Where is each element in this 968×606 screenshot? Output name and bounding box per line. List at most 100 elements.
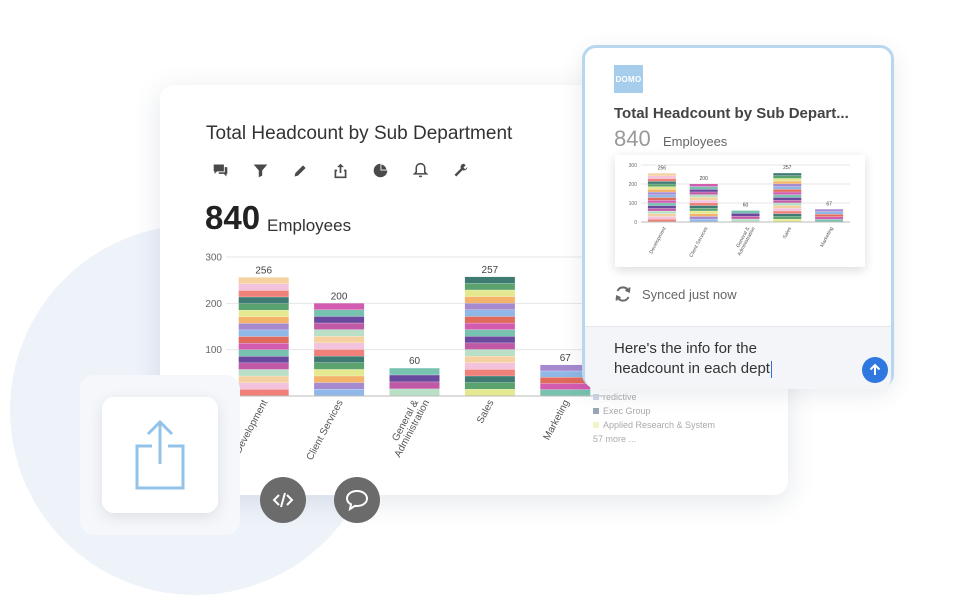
bar-segment[interactable] [464,290,515,297]
bar-segment[interactable] [773,189,802,192]
bar-segment[interactable] [773,203,802,206]
bar-segment[interactable] [689,205,718,209]
bar-segment[interactable] [238,330,289,337]
bar-segment[interactable] [773,184,802,187]
bar-segment[interactable] [773,216,802,219]
bar-segment[interactable] [238,343,289,350]
bar-segment[interactable] [773,178,802,182]
legend-item[interactable]: redictive [593,390,715,404]
bar-segment[interactable] [773,192,802,195]
pencil-icon[interactable] [292,159,332,181]
filter-icon[interactable] [252,159,292,181]
bar-segment[interactable] [773,211,802,214]
bar-segment[interactable] [773,173,802,176]
bar-segment[interactable] [773,205,802,209]
bar-segment[interactable] [647,184,676,187]
bar-segment[interactable] [647,181,676,184]
wrench-icon[interactable] [452,159,492,181]
bar-segment[interactable] [647,189,676,192]
bar-segment[interactable] [689,189,718,192]
bar-segment[interactable] [689,194,718,198]
bar-segment[interactable] [314,316,365,323]
bar-segment[interactable] [238,376,289,383]
bar-segment[interactable] [464,356,515,363]
bar-segment[interactable] [647,173,676,176]
bar-segment[interactable] [815,211,844,215]
bar-segment[interactable] [689,197,718,200]
bar-segment[interactable] [689,200,718,203]
bar-segment[interactable] [464,310,515,317]
share-button[interactable] [102,397,218,513]
pie-chart-icon[interactable] [372,159,412,181]
bar-segment[interactable] [464,369,515,376]
bar-segment[interactable] [238,316,289,324]
bar-segment[interactable] [314,349,365,356]
chat-icon[interactable] [212,159,252,181]
bar-segment[interactable] [540,377,591,384]
bar-segment[interactable] [647,178,676,182]
bar-segment[interactable] [464,336,515,343]
bar-segment[interactable] [689,216,718,219]
bar-segment[interactable] [464,349,515,357]
bar-segment[interactable] [731,216,760,219]
bar-segment[interactable] [689,186,718,190]
bar-segment[interactable] [314,303,365,310]
bar-segment[interactable] [689,184,718,187]
bar-segment[interactable] [773,200,802,203]
bar-segment[interactable] [238,349,289,357]
bar-segment[interactable] [314,356,365,363]
bar-segment[interactable] [731,213,760,216]
bar-segment[interactable] [389,375,440,382]
bar-segment[interactable] [773,213,802,217]
bar-segment[interactable] [464,276,515,284]
bar-segment[interactable] [647,194,676,198]
embed-code-button[interactable] [260,477,306,523]
bar-segment[interactable] [540,383,591,390]
bar-segment[interactable] [238,290,289,297]
bar-segment[interactable] [647,200,676,203]
bar-segment[interactable] [731,210,760,214]
bar-segment[interactable] [773,181,802,184]
bar-segment[interactable] [238,283,289,291]
bar-segment[interactable] [464,382,515,390]
bar-segment[interactable] [314,336,365,343]
bar-segment[interactable] [773,186,802,190]
bar-segment[interactable] [238,363,289,370]
bar-segment[interactable] [464,296,515,304]
bar-segment[interactable] [238,303,289,311]
comment-button[interactable] [334,477,380,523]
bar-segment[interactable] [689,203,718,206]
bar-segment[interactable] [238,389,289,396]
export-icon[interactable] [332,159,372,181]
bar-segment[interactable] [815,216,844,220]
bar-segment[interactable] [464,303,515,310]
bar-segment[interactable] [238,277,289,284]
bar-segment[interactable] [238,356,289,363]
bar-segment[interactable] [238,297,289,304]
bar-segment[interactable] [773,197,802,200]
bar-segment[interactable] [389,389,440,396]
bar-segment[interactable] [314,369,365,376]
bar-segment[interactable] [647,205,676,209]
mini-chart-preview[interactable]: 0 100 200 300 256 Development 200 Client Servic… [615,155,865,267]
bar-segment[interactable] [647,176,676,179]
bar-segment[interactable] [314,382,365,390]
send-button[interactable] [862,357,888,383]
bar-segment[interactable] [647,219,676,222]
bar-segment[interactable] [647,186,676,190]
bar-segment[interactable] [464,329,515,337]
bar-segment[interactable] [314,323,365,330]
bar-segment[interactable] [238,310,289,317]
legend-item[interactable]: Exec Group [593,404,715,418]
bar-segment[interactable] [314,376,365,383]
bar-segment[interactable] [815,219,844,222]
bar-segment[interactable] [647,197,676,201]
bell-icon[interactable] [412,159,452,181]
legend-item[interactable]: Applied Research & System [593,418,715,432]
bar-segment[interactable] [464,343,515,350]
bar-segment[interactable] [689,211,718,214]
bar-segment[interactable] [238,382,289,390]
bar-segment[interactable] [464,283,515,290]
message-input[interactable]: Here's the info for the headcount in eac… [585,326,891,389]
bar-segment[interactable] [314,362,365,370]
